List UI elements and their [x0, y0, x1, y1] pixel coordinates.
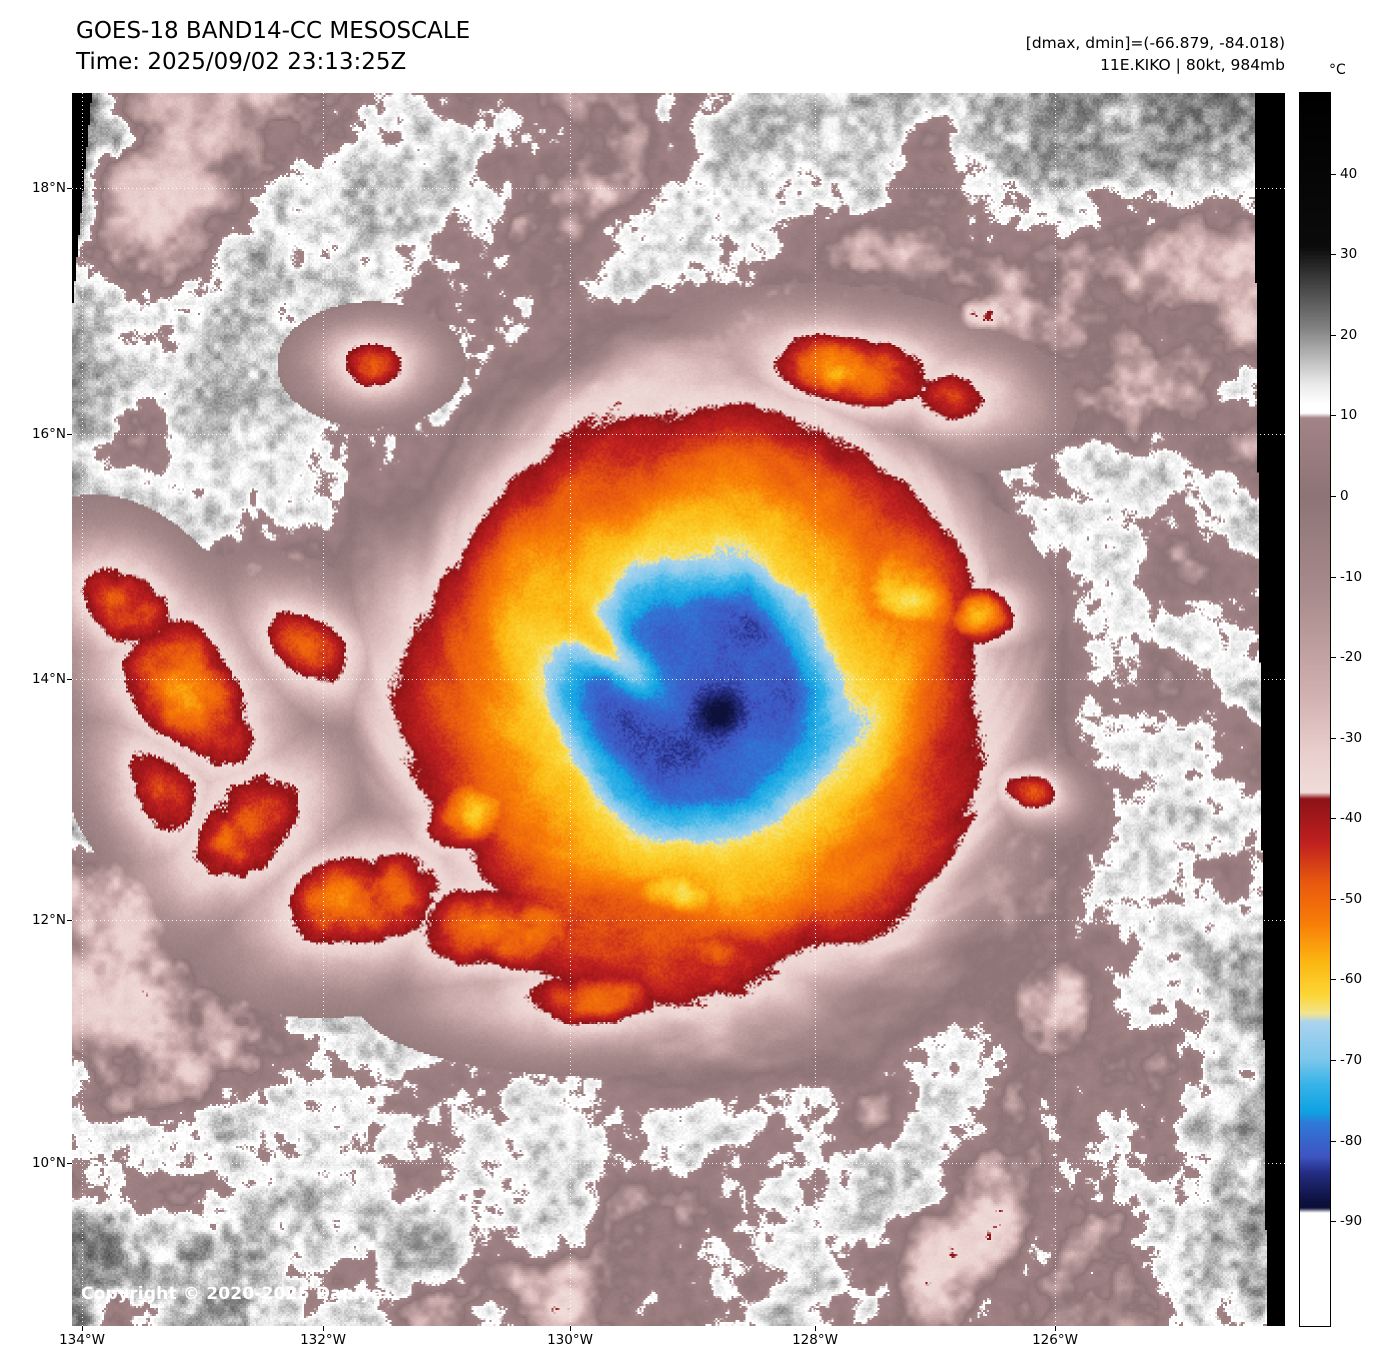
lon-tick-label: 130°W	[547, 1332, 593, 1348]
lat-tick-mark	[67, 1163, 72, 1164]
colorbar-tick-mark	[1331, 657, 1336, 658]
title-block: GOES-18 BAND14-CC MESOSCALE Time: 2025/0…	[76, 16, 470, 78]
lat-tick-label: 12°N	[31, 912, 66, 928]
colorbar-tick-label: -60	[1340, 971, 1363, 988]
colorbar-tick-mark	[1331, 254, 1336, 255]
colorbar-tick-label: 30	[1340, 246, 1358, 263]
colorbar-tick-mark	[1331, 415, 1336, 416]
lat-tick-mark	[67, 920, 72, 921]
colorbar-tick-mark	[1331, 1221, 1336, 1222]
plot-title: GOES-18 BAND14-CC MESOSCALE	[76, 18, 471, 44]
colorbar-tick-label: -80	[1340, 1132, 1363, 1149]
colorbar-tick-label: -90	[1340, 1213, 1363, 1230]
dmax-dmin-readout: [dmax, dmin]=(-66.879, -84.018)	[1025, 34, 1285, 52]
lon-tick-mark	[82, 1326, 83, 1331]
lon-tick-label: 134°W	[59, 1332, 105, 1348]
colorbar-tick-mark	[1331, 1060, 1336, 1061]
lat-tick-label: 18°N	[31, 180, 66, 196]
copyright-label: Copyright © 2020-2025 Dapiya	[81, 1284, 384, 1304]
colorbar-tick-label: 0	[1340, 487, 1349, 504]
satellite-canvas	[72, 93, 1285, 1326]
plot-time: Time: 2025/09/02 23:13:25Z	[76, 49, 407, 75]
colorbar-canvas	[1300, 93, 1330, 1326]
colorbar-tick-mark	[1331, 979, 1336, 980]
graticule	[72, 93, 1285, 1326]
lon-tick-mark	[815, 1326, 816, 1331]
colorbar-tick-mark	[1331, 496, 1336, 497]
lat-tick-mark	[67, 434, 72, 435]
colorbar-tick-mark	[1331, 738, 1336, 739]
lon-tick-mark	[323, 1326, 324, 1331]
lon-tick-mark	[1055, 1326, 1056, 1331]
colorbar-tick-label: 10	[1340, 407, 1358, 424]
lat-tick-label: 14°N	[31, 671, 66, 687]
lon-tick-label: 132°W	[300, 1332, 346, 1348]
lon-tick-label: 128°W	[792, 1332, 838, 1348]
colorbar-tick-label: -20	[1340, 649, 1363, 666]
satellite-map: Copyright © 2020-2025 Dapiya	[72, 93, 1285, 1326]
lon-tick-label: 126°W	[1032, 1332, 1078, 1348]
lat-tick-mark	[67, 679, 72, 680]
colorbar-tick-label: -70	[1340, 1052, 1363, 1069]
colorbar-tick-label: -50	[1340, 890, 1363, 907]
colorbar-tick-label: -30	[1340, 729, 1363, 746]
colorbar-tick-label: 40	[1340, 165, 1358, 182]
colorbar-unit-label: °C	[1329, 62, 1346, 78]
colorbar-tick-label: -40	[1340, 810, 1363, 827]
info-block: [dmax, dmin]=(-66.879, -84.018) 11E.KIKO…	[1026, 32, 1285, 76]
lat-tick-label: 16°N	[31, 426, 66, 442]
colorbar-tick-mark	[1331, 577, 1336, 578]
lat-tick-label: 10°N	[31, 1155, 66, 1171]
colorbar-tick-mark	[1331, 1141, 1336, 1142]
colorbar-tick-mark	[1331, 174, 1336, 175]
colorbar-tick-label: -10	[1340, 568, 1363, 585]
storm-readout: 11E.KIKO | 80kt, 984mb	[1100, 56, 1285, 74]
lon-tick-mark	[570, 1326, 571, 1331]
colorbar-tick-mark	[1331, 335, 1336, 336]
colorbar-tick-label: 20	[1340, 326, 1358, 343]
colorbar	[1299, 92, 1331, 1327]
lat-tick-mark	[67, 188, 72, 189]
colorbar-tick-mark	[1331, 899, 1336, 900]
colorbar-tick-mark	[1331, 818, 1336, 819]
